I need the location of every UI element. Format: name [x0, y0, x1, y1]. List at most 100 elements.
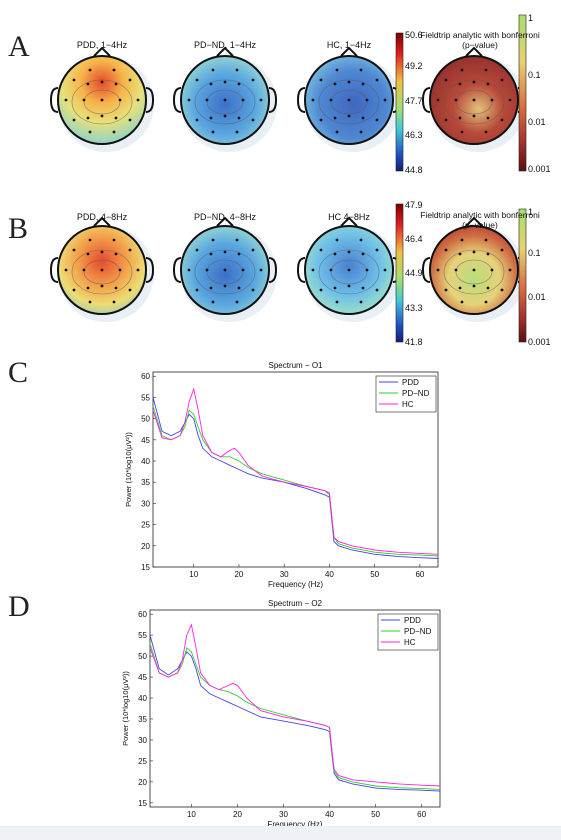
x-axis-label: Frequency (Hz): [267, 820, 322, 829]
topomap-a1-electrode: [128, 118, 132, 122]
y-tick-label: 55: [138, 631, 147, 640]
pvalue-map-b-electrode: [454, 268, 458, 272]
topomap-a2-electrode: [237, 82, 241, 86]
pvalue-map-a-electrode: [484, 68, 488, 72]
topomap-b3-electrode: [359, 300, 363, 304]
topomap-b3-electrode: [333, 252, 337, 256]
pmap-title-a: Fieldtrip analytic with bonferroni (p−val…: [420, 30, 540, 50]
pvalue-map-b-electrode: [460, 238, 464, 242]
topomap-b2-electrode: [223, 284, 227, 288]
pvalue-map-b-electrode: [472, 250, 476, 254]
topomap-a1-electrode: [136, 98, 140, 102]
map-title-a3: HC, 1−4Hz: [326, 40, 372, 50]
topomap-a3-electrode: [361, 116, 365, 120]
topomap-b1-electrode: [88, 300, 92, 304]
pbar-a-tick-2: 0.01: [528, 117, 546, 127]
topomap-b3-electrode: [347, 284, 351, 288]
topomap-b2-electrode: [223, 268, 227, 272]
pvalue-map-a-electrode: [508, 98, 512, 102]
topomap-a1-electrode: [72, 78, 76, 82]
y-axis-label: Power (10*log10(μV²)): [121, 671, 130, 746]
y-tick-label: 15: [138, 799, 147, 808]
topomap-a2-electrode: [205, 98, 209, 102]
y-tick-label: 25: [141, 521, 150, 530]
x-tick-label: 30: [279, 810, 288, 819]
topomap-b1-electrode: [128, 288, 132, 292]
topomap-a2-electrode: [251, 78, 255, 82]
pvalue-map-a-electrode: [472, 80, 476, 84]
topomap-a1-electrode: [112, 130, 116, 134]
topomap-a1-electrode: [82, 98, 86, 102]
pvalue-map-b: [421, 216, 527, 322]
y-tick-label: 15: [141, 563, 150, 572]
topomap-a3-electrode: [347, 114, 351, 118]
topomap-b1: [49, 216, 155, 322]
topomap-b3-electrode: [365, 268, 369, 272]
pvalue-map-a-electrode: [460, 68, 464, 72]
cbar-a-tick-3: 46.3: [405, 130, 423, 140]
topomap-b1-electrode: [136, 268, 140, 272]
topomap-b1-electrode: [118, 268, 122, 272]
topomap-b3-electrode: [329, 268, 333, 272]
topomap-a2-electrode: [235, 68, 239, 72]
pvalue-map-b-electrode: [484, 238, 488, 242]
topomap-a2-electrode: [259, 98, 263, 102]
pvalue-map-b-electrode: [458, 286, 462, 290]
topomap-a2-electrode: [237, 116, 241, 120]
topomap-b2: [172, 216, 278, 322]
y-tick-label: 25: [138, 757, 147, 766]
topomap-b2-electrode: [195, 248, 199, 252]
topomap-a2-electrode: [195, 118, 199, 122]
pvalue-map-b-electrode: [508, 268, 512, 272]
topomap-b1-electrode: [64, 268, 68, 272]
pbar-b-tick-2: 0.01: [528, 292, 546, 302]
pvalue-map-a-electrode: [458, 82, 462, 86]
pvalue-map-b-electrode: [484, 300, 488, 304]
topomap-b3-electrode: [335, 300, 339, 304]
topomap-a1-electrode: [88, 130, 92, 134]
topomap-a2-electrode: [211, 130, 215, 134]
cbar-b-tick-1: 46.4: [405, 234, 423, 244]
topomap-a3-electrode: [347, 80, 351, 84]
pvalue-map-a-electrode: [460, 130, 464, 134]
topomap-a1-electrode: [64, 98, 68, 102]
topomap-a3-electrode: [329, 98, 333, 102]
cbar-b-tick-0: 47.9: [405, 200, 423, 210]
y-tick-label: 50: [138, 652, 147, 661]
pbar-a-tick-0: 1: [528, 13, 534, 23]
topomap-a2: [172, 46, 278, 152]
pvalue-map-b-electrode: [500, 288, 504, 292]
topomap-a2-electrode: [187, 98, 191, 102]
legend-label: PD−ND: [402, 389, 430, 398]
pvalue-map-b-electrode: [500, 248, 504, 252]
topomap-a1-electrode: [114, 82, 118, 86]
topomap-b2-electrode: [195, 288, 199, 292]
topomap-b3-electrode: [359, 238, 363, 242]
topomap-b2-electrode: [241, 268, 245, 272]
pvalue-map-b-electrode: [486, 252, 490, 256]
pbar-b-tick-0: 1: [528, 207, 534, 217]
y-tick-label: 50: [141, 415, 150, 424]
topomap-b1-electrode: [72, 248, 76, 252]
pvalue-map-a-electrode: [500, 78, 504, 82]
topomap-a2-electrode: [209, 116, 213, 120]
legend-label: PDD: [404, 616, 421, 625]
bottom-strip: [0, 826, 561, 840]
y-tick-label: 30: [141, 499, 150, 508]
pvalue-map-b-electrode: [444, 248, 448, 252]
topomap-a2-electrode: [223, 80, 227, 84]
panel-letter-c: C: [8, 356, 29, 389]
topomap-b2-electrode: [251, 248, 255, 252]
topomap-a3-electrode: [319, 118, 323, 122]
y-tick-label: 60: [141, 372, 150, 381]
pbar-b-tick-3: 0.001: [528, 337, 551, 347]
topomap-a3-electrode: [383, 98, 387, 102]
colorbar-b: [395, 203, 404, 343]
pvalue-map-a-electrode: [472, 98, 476, 102]
topomap-b1-electrode: [112, 300, 116, 304]
topomap-b1-electrode: [82, 268, 86, 272]
topomap-a1-electrode: [86, 116, 90, 120]
colorbar-a: [395, 32, 404, 172]
topomap-b3: [296, 216, 402, 322]
panel-letter-d: D: [8, 590, 30, 623]
